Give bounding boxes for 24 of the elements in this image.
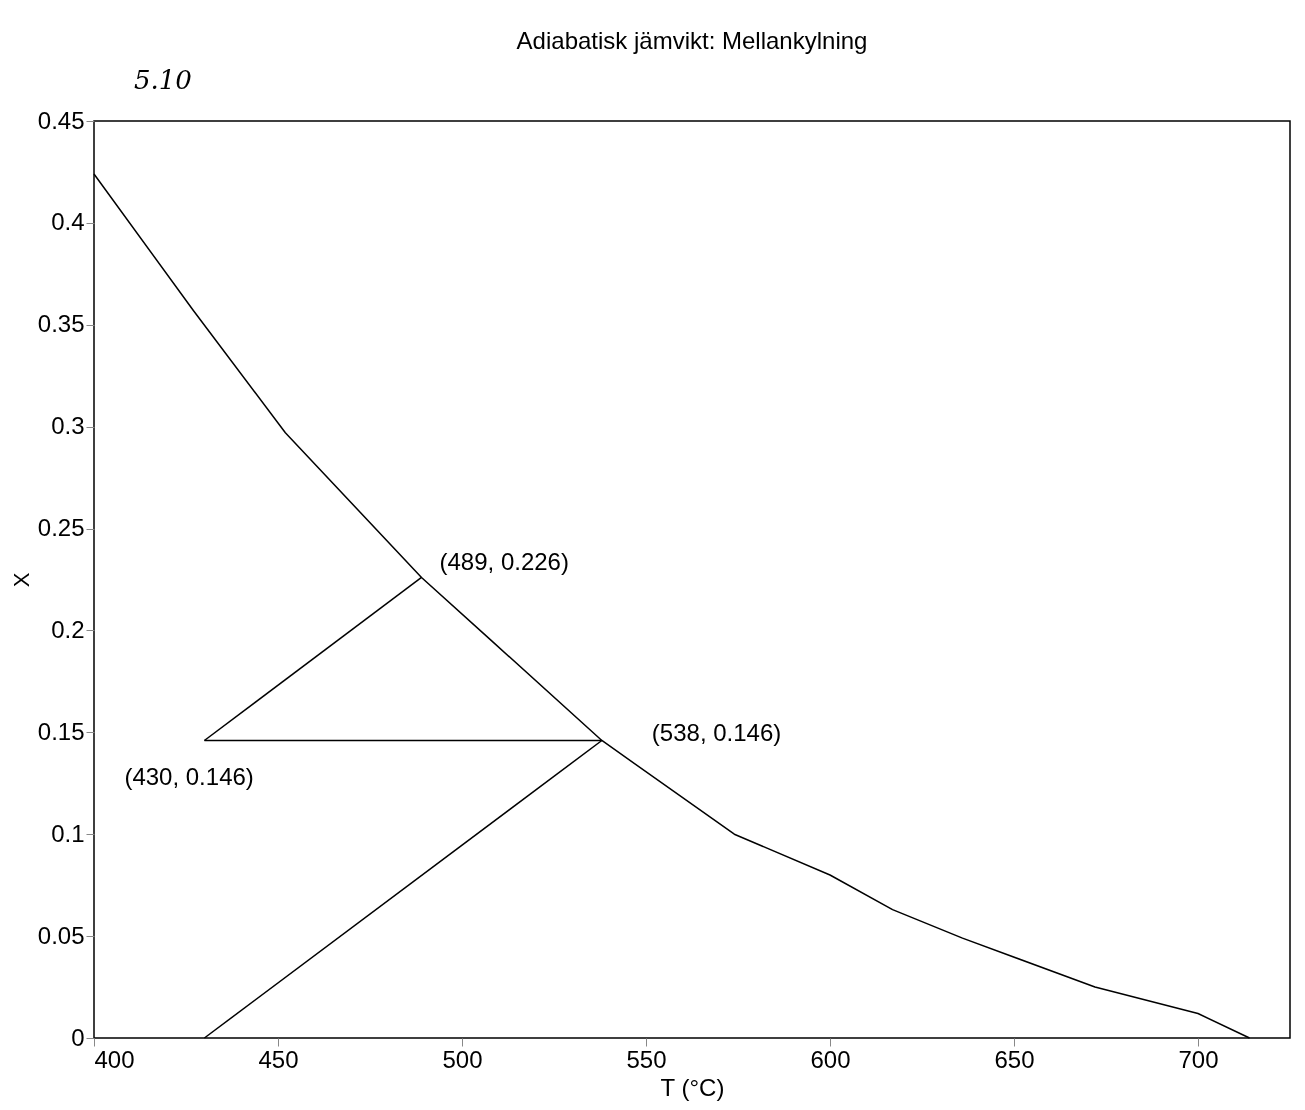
y-tick-label: 0.1 xyxy=(51,819,85,847)
y-tick-label: 0.4 xyxy=(51,208,85,236)
y-tick-label: 0.05 xyxy=(37,921,85,949)
y-tick-label: 0.45 xyxy=(37,106,85,134)
y-tick-label: 0 xyxy=(71,1023,85,1051)
text: 5.10 xyxy=(134,65,192,95)
y-tick-label: 0.35 xyxy=(37,310,85,338)
y-axis-title: X xyxy=(8,572,34,588)
annotation: (538, 0.146) xyxy=(651,719,782,747)
x-tick-label: 700 xyxy=(1178,1045,1219,1073)
annotation: (430, 0.146) xyxy=(124,763,254,791)
chart-title: Adiabatisk jämvikt: Mellankylning xyxy=(516,27,868,54)
x-tick-label: 600 xyxy=(810,1045,851,1073)
y-tick-label: 0.3 xyxy=(51,412,85,440)
x-axis-title: T (°C) xyxy=(660,1073,725,1101)
x-tick-label: 500 xyxy=(442,1045,483,1073)
y-tick-label: 0.15 xyxy=(37,717,85,745)
y-tick-label: 0.25 xyxy=(37,514,85,542)
x-tick-label: 400 xyxy=(94,1045,135,1073)
y-tick-label: 0.2 xyxy=(51,615,85,643)
annotation: (489, 0.226) xyxy=(439,548,569,576)
x-tick-label: 650 xyxy=(994,1045,1035,1073)
x-tick-label: 550 xyxy=(626,1045,667,1073)
x-tick-label: 450 xyxy=(258,1045,299,1073)
